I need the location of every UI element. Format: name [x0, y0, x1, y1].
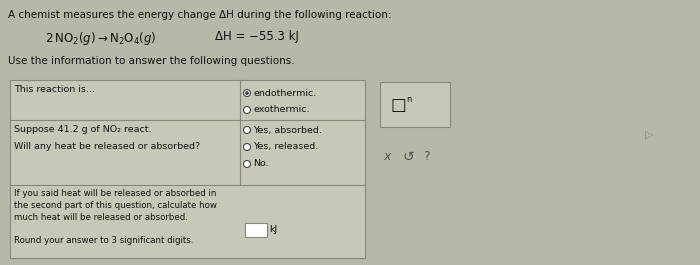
- Text: Yes, absorbed.: Yes, absorbed.: [253, 126, 322, 135]
- Circle shape: [244, 161, 251, 167]
- Circle shape: [244, 90, 251, 96]
- Text: This reaction is...: This reaction is...: [14, 85, 95, 94]
- Text: ?: ?: [423, 151, 430, 164]
- Text: kJ: kJ: [269, 226, 277, 235]
- Text: n: n: [406, 95, 412, 104]
- FancyBboxPatch shape: [10, 80, 365, 258]
- Text: Will any heat be released or absorbed?: Will any heat be released or absorbed?: [14, 142, 200, 151]
- Text: If you said heat will be released or absorbed in
the second part of this questio: If you said heat will be released or abs…: [14, 189, 217, 245]
- Text: No.: No.: [253, 160, 269, 169]
- Text: A chemist measures the energy change ΔH during the following reaction:: A chemist measures the energy change ΔH …: [8, 10, 391, 20]
- Text: endothermic.: endothermic.: [253, 89, 316, 98]
- Text: ▷: ▷: [645, 130, 654, 140]
- Text: ↺: ↺: [403, 150, 414, 164]
- Circle shape: [244, 126, 251, 134]
- Text: □: □: [390, 95, 406, 113]
- FancyBboxPatch shape: [380, 82, 450, 127]
- Text: exothermic.: exothermic.: [253, 105, 309, 114]
- Text: Suppose 41.2 g of NO₂ react.: Suppose 41.2 g of NO₂ react.: [14, 125, 151, 134]
- Text: ΔH = −55.3 kJ: ΔH = −55.3 kJ: [215, 30, 299, 43]
- Text: Use the information to answer the following questions.: Use the information to answer the follow…: [8, 56, 295, 66]
- Circle shape: [244, 144, 251, 151]
- Circle shape: [244, 107, 251, 113]
- Text: Yes, released.: Yes, released.: [253, 143, 318, 152]
- Circle shape: [245, 91, 249, 95]
- FancyBboxPatch shape: [245, 223, 267, 237]
- Text: x: x: [383, 151, 391, 164]
- Text: $2\,\mathrm{NO_2}(g) \rightarrow \mathrm{N_2O_4}(g)$: $2\,\mathrm{NO_2}(g) \rightarrow \mathrm…: [45, 30, 156, 47]
